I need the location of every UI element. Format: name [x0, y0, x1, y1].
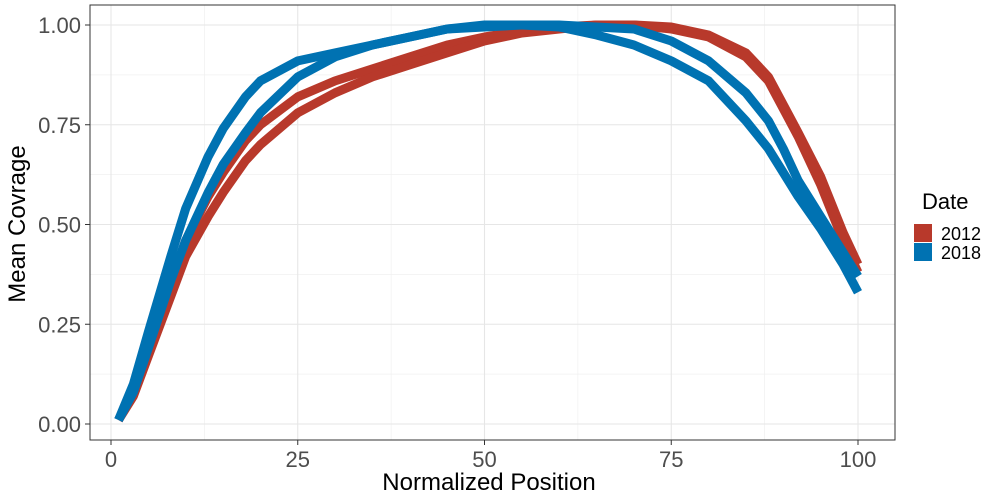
y-tick-label: 0.25: [38, 312, 81, 337]
grid: [90, 5, 895, 440]
x-tick-label: 100: [840, 447, 877, 472]
ticks: [85, 24, 859, 445]
y-tick-label: 0.75: [38, 113, 81, 138]
series-line-2012-2: [114, 20, 863, 423]
series-line-2012-1: [114, 20, 863, 423]
panel-border: [89, 4, 896, 441]
x-tick-labels: 0 25 50 75 100: [105, 447, 876, 472]
legend-label-2012: 2012: [941, 224, 981, 244]
legend: Date 2012 2018: [914, 189, 981, 263]
legend-key-2012: [914, 224, 932, 242]
legend-key-2018: [914, 243, 932, 261]
legend-label-2018: 2018: [941, 243, 981, 263]
legend-title: Date: [922, 189, 968, 214]
x-axis-title: Normalized Position: [382, 469, 595, 496]
series-line-2018-1: [114, 20, 862, 422]
x-tick-label: 25: [286, 447, 310, 472]
x-tick-label: 75: [659, 447, 683, 472]
series-layer: [114, 20, 863, 423]
x-tick-label: 50: [472, 447, 496, 472]
y-tick-label: 0.50: [38, 213, 81, 238]
y-tick-label: 0.00: [38, 412, 81, 437]
x-tick-label: 0: [105, 447, 117, 472]
y-tick-label: 1.00: [38, 13, 81, 38]
y-axis-title: Mean Covrage: [4, 145, 31, 302]
y-tick-labels: 0.00 0.25 0.50 0.75 1.00: [38, 13, 81, 437]
series-line-2018-2: [114, 20, 862, 423]
